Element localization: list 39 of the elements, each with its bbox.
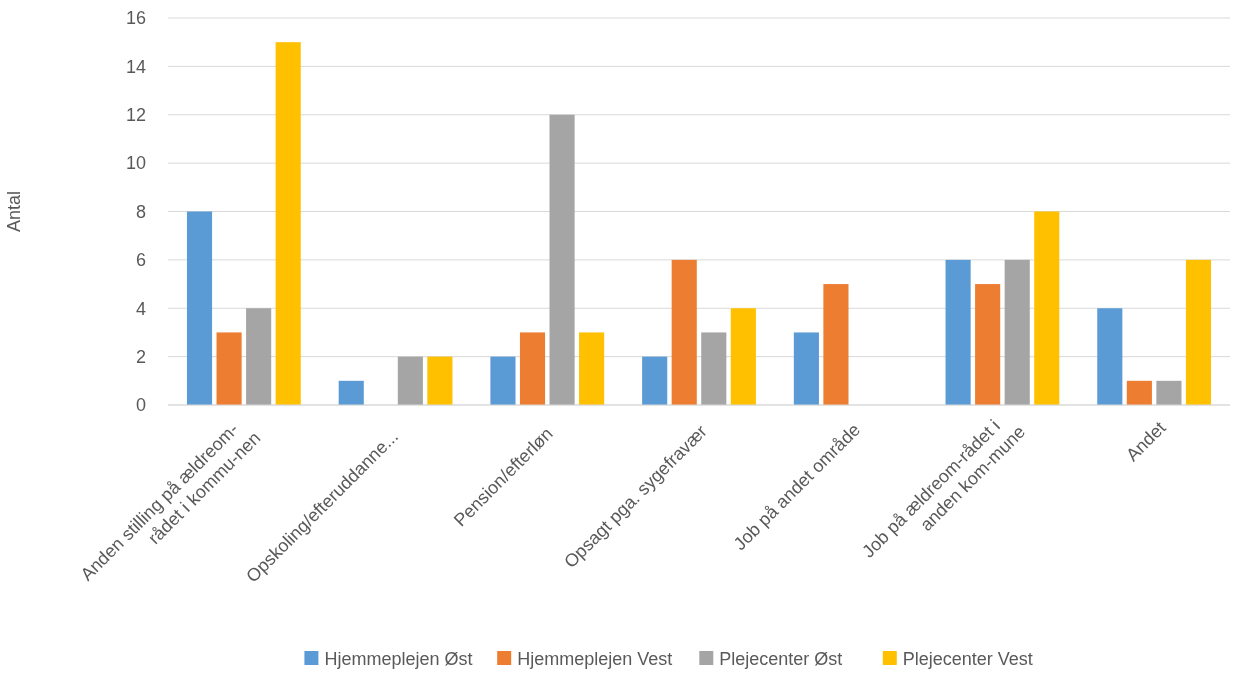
legend-label: Hjemmeplejen Vest: [517, 649, 673, 669]
y-tick-label: 16: [125, 8, 146, 29]
bar: [338, 380, 364, 405]
legend-label: Plejecenter Øst: [719, 649, 843, 669]
bar: [427, 356, 453, 405]
y-tick-label: 4: [135, 298, 146, 319]
y-tick-label: 2: [135, 346, 146, 367]
bar: [1185, 259, 1212, 405]
bar: [793, 332, 819, 405]
bar: [701, 332, 727, 405]
y-tick-label: 14: [125, 56, 146, 77]
bar: [945, 259, 971, 405]
bar: [1156, 380, 1182, 405]
bar: [975, 284, 1001, 405]
bar: [216, 332, 242, 405]
y-axis-title: Antal: [4, 190, 24, 233]
bar: [549, 114, 575, 405]
y-tick-label: 10: [125, 153, 146, 174]
bar: [490, 356, 516, 405]
bar: [1004, 259, 1030, 405]
bar: [275, 42, 301, 405]
bar: [730, 308, 756, 405]
bar: [642, 356, 668, 405]
bar: [579, 332, 605, 405]
bar: [397, 356, 423, 405]
bar: [1126, 380, 1152, 405]
y-tick-label: 0: [135, 395, 146, 416]
legend-label: Hjemmeplejen Øst: [324, 649, 473, 669]
bar: [671, 259, 697, 405]
bar: [823, 284, 849, 405]
bar: [1097, 308, 1123, 405]
bar: [519, 332, 546, 405]
bar: [1034, 211, 1060, 405]
y-tick-label: 12: [125, 105, 146, 126]
legend-label: Plejecenter Vest: [902, 649, 1033, 669]
y-tick-label: 6: [135, 250, 146, 271]
bar: [186, 211, 213, 405]
bar: [246, 308, 272, 405]
y-tick-label: 8: [135, 201, 146, 222]
